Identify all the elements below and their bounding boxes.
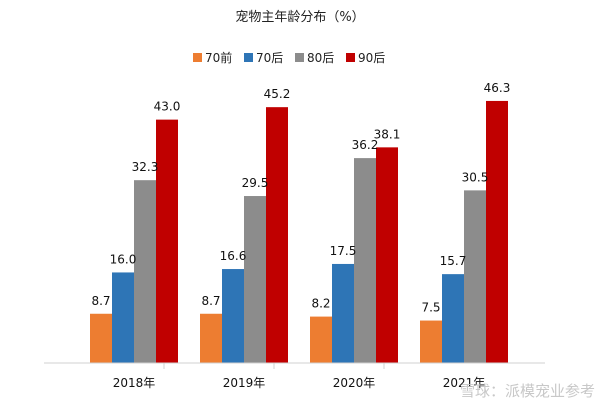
bar-2018年-70前 (90, 313, 112, 363)
bar-2019年-80后 (244, 196, 266, 363)
legend-swatch-70前 (193, 53, 202, 62)
bar-2020年-70后 (332, 263, 354, 363)
legend-label: 70前 (205, 50, 232, 65)
data-label: 8.2 (311, 297, 330, 311)
bar-2018年-90后 (156, 119, 178, 364)
data-labels: 8.7 16.0 32.3 43.0 8.7 16.6 29.5 45.2 8.2 17.5 36.… (91, 81, 510, 315)
watermark-text: 雪球：派模宠业参考 (460, 382, 595, 400)
legend-label: 70后 (256, 51, 283, 65)
bar-2021年-70前 (420, 320, 442, 363)
data-label: 8.7 (91, 294, 110, 308)
bar-2021年-90后 (486, 100, 508, 363)
x-tick-label: 2020年 (333, 376, 376, 390)
legend-label: 90后 (358, 51, 385, 65)
legend-label: 80后 (307, 51, 334, 65)
data-label: 43.0 (154, 100, 181, 114)
data-label: 32.3 (132, 160, 159, 174)
data-label: 7.5 (421, 301, 440, 315)
legend: 70前 70后 80后 90后 (193, 50, 385, 65)
data-label: 16.6 (220, 249, 247, 263)
bar-2020年-90后 (376, 147, 398, 363)
bar-2020年-70前 (310, 316, 332, 363)
x-tick-label: 2018年 (113, 376, 156, 390)
data-label: 38.1 (374, 127, 401, 141)
data-label: 15.7 (440, 254, 467, 268)
bar-2021年-80后 (464, 190, 486, 363)
x-tick-label: 2019年 (223, 376, 266, 390)
x-tick-labels: 2018年 2019年 2020年 2021年 (113, 363, 486, 390)
chart-title: 宠物主年龄分布（%） (235, 9, 364, 25)
data-label: 30.5 (462, 170, 489, 184)
bar-2020年-80后 (354, 158, 376, 363)
data-label: 29.5 (242, 176, 269, 190)
data-label: 16.0 (110, 252, 137, 266)
legend-swatch-80后 (295, 53, 304, 62)
bar-2019年-90后 (266, 107, 288, 363)
legend-swatch-70后 (244, 53, 253, 62)
bar-2021年-70后 (442, 274, 464, 363)
bar-2019年-70前 (200, 313, 222, 363)
data-label: 36.2 (352, 138, 379, 152)
bars (90, 100, 508, 364)
data-label: 8.7 (201, 294, 220, 308)
data-label: 46.3 (484, 81, 511, 95)
bar-2018年-80后 (134, 180, 156, 363)
bar-2018年-70后 (112, 272, 134, 363)
data-label: 45.2 (264, 87, 291, 101)
legend-swatch-90后 (346, 53, 355, 62)
x-tick-label: 2021年 (443, 376, 486, 390)
data-label: 17.5 (330, 244, 357, 258)
bar-2019年-70后 (222, 269, 244, 363)
